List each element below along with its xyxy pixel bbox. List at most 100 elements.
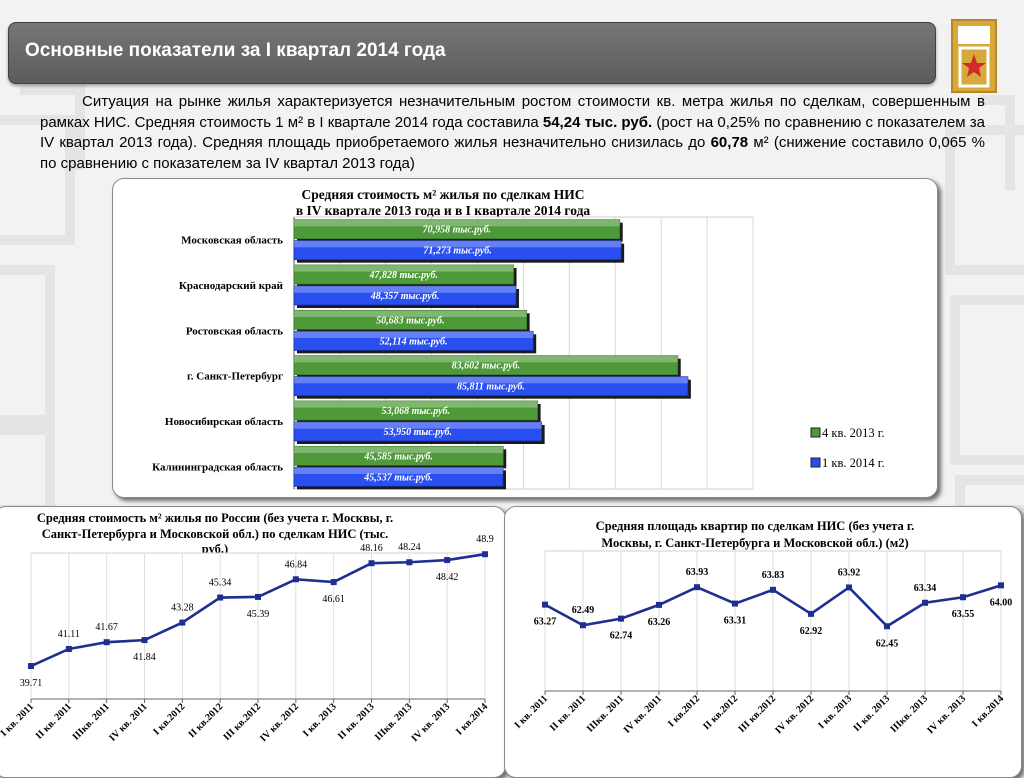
data-label: 45.34: [209, 578, 232, 589]
x-tick-label: II кв.2012: [186, 701, 225, 740]
data-label: 63.83: [762, 570, 785, 581]
x-tick-label: II кв. 2011: [548, 693, 588, 733]
bar-value-label: 45,537 тыс.руб.: [363, 472, 432, 483]
bar-chart: Московская область 70,958 тыс.руб. 71,273 …: [152, 216, 885, 490]
data-point: [368, 560, 375, 567]
area-value: 60,78: [710, 134, 749, 151]
bar-q4-2013: [293, 445, 504, 466]
category-label: Краснодарский край: [179, 280, 284, 292]
intro-paragraph: Ситуация на рынке жилья характеризуется …: [40, 92, 985, 174]
bar-value-label: 50,683 тыс.руб.: [376, 315, 444, 326]
x-tick-label: I кв. 2011: [513, 693, 550, 730]
bar-highlight: [294, 219, 620, 227]
area-chart-panel: Средняя площадь квартир по сделкам НИС (…: [504, 506, 1022, 778]
data-label: 41.67: [95, 622, 118, 633]
bar-q1-2014: [293, 466, 504, 487]
data-point: [141, 637, 148, 644]
area-chart-title-line1: Средняя площадь квартир по сделкам НИС (…: [595, 519, 915, 533]
x-tick-label: II кв.2012: [701, 693, 740, 732]
x-tick-label: IV кв. 2013: [925, 693, 968, 736]
data-point: [292, 576, 299, 583]
bar-highlight: [294, 422, 542, 429]
price-line-chart: 39.71 41.11 41.67 41.84 43.28 45.34 45.39 46.84…: [0, 534, 494, 744]
x-tick-label: III кв.2012: [222, 701, 264, 743]
x-tick-label: IIIкв. 2013: [373, 701, 415, 743]
x-tick-label: IV кв. 2011: [107, 701, 149, 743]
legend-label: 1 кв. 2014 г.: [822, 456, 885, 470]
x-tick-label: I кв. 2011: [0, 701, 36, 738]
data-point: [542, 601, 548, 608]
x-tick-label: IIIкв. 2011: [585, 693, 626, 734]
data-point: [406, 559, 413, 566]
data-point: [922, 599, 928, 606]
x-tick-label: I кв.2014: [454, 701, 490, 737]
data-label: 46.84: [285, 559, 308, 570]
bar-highlight: [294, 401, 538, 408]
bar-q4-2013: [293, 355, 679, 376]
bar-q1-2014: [293, 240, 622, 261]
x-tick-label: I кв.2014: [970, 693, 1006, 729]
legend-label: 4 кв. 2013 г.: [822, 426, 885, 440]
intro-text-2: (рост на 0,25% по сравнению с показателе…: [40, 113, 985, 152]
price-chart-title-line2: Санкт-Петербурга и Московской обл.) по с…: [41, 526, 389, 541]
x-tick-label: IIIкв. 2011: [71, 701, 112, 742]
data-label: 62.74: [610, 631, 633, 642]
x-tick-label: IV кв. 2011: [622, 693, 664, 735]
x-tick-label: I кв.2012: [666, 693, 702, 729]
data-point: [482, 551, 488, 558]
price-chart-title: Средняя стоимость м² жилья по России (бе…: [5, 511, 425, 558]
bar-q1-2014: [293, 421, 543, 442]
data-point: [732, 600, 738, 607]
data-label: 63.26: [648, 617, 671, 628]
legend-swatch: [810, 427, 821, 438]
data-label: 48.16: [360, 543, 383, 554]
data-point: [217, 594, 224, 601]
bar-highlight: [294, 265, 514, 272]
x-tick-label: I кв. 2013: [816, 693, 854, 731]
bar-chart-title: Средняя стоимость м² жилья по сделкам НИ…: [263, 187, 623, 219]
bar-value-label: 47,828 тыс.руб.: [369, 270, 438, 281]
data-point: [103, 639, 110, 646]
x-tick-label: IV кв. 2012: [258, 701, 301, 744]
x-tick-label: II кв. 2013: [851, 693, 892, 734]
x-tick-label: IV кв. 2013: [409, 701, 452, 744]
data-point: [28, 663, 34, 670]
data-label: 46.61: [322, 594, 345, 605]
data-point: [255, 593, 261, 600]
data-point: [65, 645, 72, 652]
data-point: [444, 557, 451, 564]
category-label: Ростовская область: [186, 325, 283, 337]
x-tick-label: II кв. 2013: [336, 701, 377, 742]
bar-q4-2013: [293, 400, 538, 421]
data-label: 41.84: [133, 652, 156, 663]
data-label: 63.34: [914, 583, 937, 594]
bar-value-label: 53,068 тыс.руб.: [382, 406, 450, 417]
data-label: 45.39: [247, 609, 270, 620]
bar-highlight: [294, 376, 688, 384]
price-value: 54,24 тыс. руб.: [542, 113, 653, 131]
data-point: [656, 601, 662, 608]
category-label: г. Санкт-Петербург: [187, 371, 283, 383]
bar-chart-title-line2: в IV квартале 2013 года и в I квартале 2…: [295, 203, 591, 218]
emblem-logo: [951, 19, 997, 93]
data-label: 62.92: [800, 626, 823, 637]
bar-highlight: [294, 331, 534, 338]
data-label: 43.28: [171, 603, 194, 614]
x-tick-label: IIIкв. 2013: [889, 693, 931, 735]
bar-highlight: [294, 240, 622, 248]
bar-value-label: 48,357 тыс.руб.: [370, 291, 439, 302]
data-point: [694, 584, 700, 591]
bar-highlight: [294, 286, 516, 293]
intro-text-1: Ситуация на рынке жилья характеризуется …: [40, 93, 985, 131]
bar-highlight: [294, 446, 504, 453]
bar-value-label: 45,585 тыс.руб.: [363, 451, 432, 462]
area-line-chart: 63.27 62.49 62.74 63.26 63.93 63.31 63.83 62.92…: [513, 550, 1012, 736]
bar-value-label: 83,602 тыс.руб.: [452, 361, 520, 372]
bar-value-label: 70,958 тыс.руб.: [423, 225, 491, 236]
page-title: Основные показатели за I квартал 2014 го…: [25, 40, 446, 61]
data-point: [770, 586, 776, 593]
data-label: 63.93: [686, 567, 709, 578]
bar-q1-2014: [293, 330, 534, 351]
data-point: [179, 619, 186, 626]
